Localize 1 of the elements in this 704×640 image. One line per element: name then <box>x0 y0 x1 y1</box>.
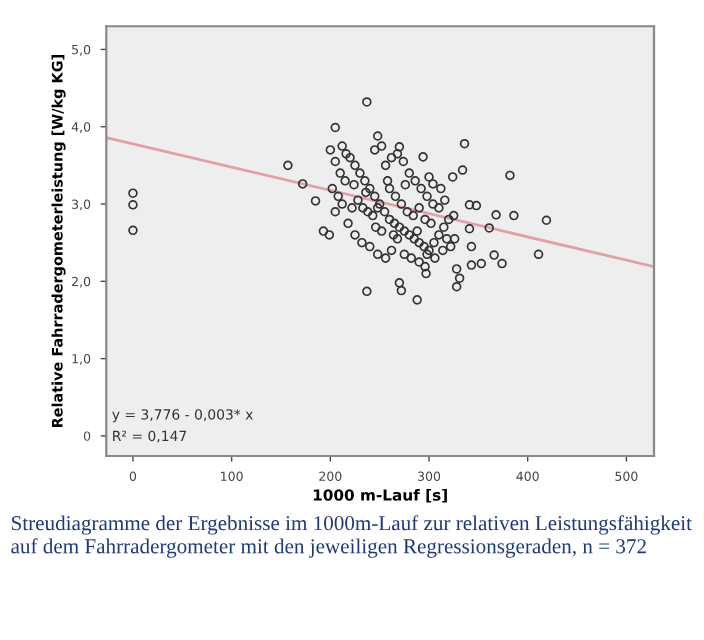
text: Streudiagramme der Ergebnisse im 1000m-Lauf zur relativen Leistungsfähigkeit auf dem Fahrradergometer mit den jeweiligen Regressionsgeraden, n = 372 <box>11 515 692 558</box>
